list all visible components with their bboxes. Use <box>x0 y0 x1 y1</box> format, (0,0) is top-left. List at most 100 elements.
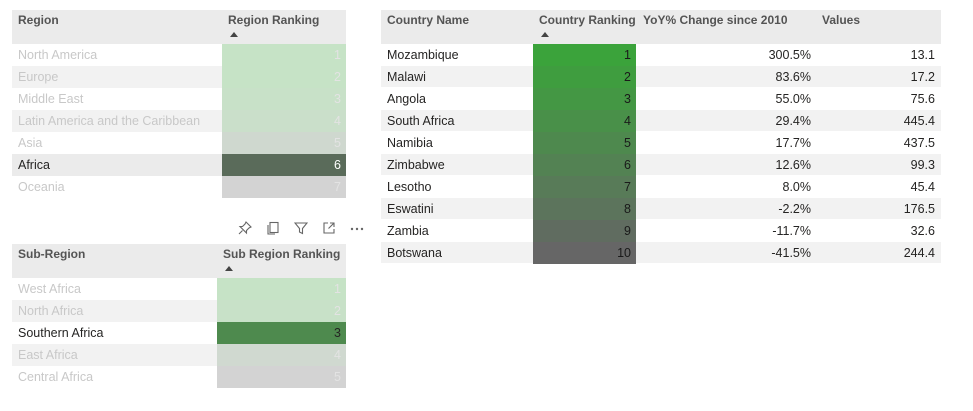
region-table: Region Region Ranking North America 1 Euro… <box>12 10 346 198</box>
table-row[interactable]: East Africa 4 <box>12 344 346 366</box>
table-row[interactable]: Mozambique 1 300.5% 13.1 <box>381 44 941 66</box>
region-rank-cell[interactable]: 6 <box>222 154 346 176</box>
subregion-name-cell[interactable]: Southern Africa <box>18 326 104 340</box>
value-cell: 176.5 <box>903 202 935 216</box>
table-row[interactable]: Oceania 7 <box>12 176 346 198</box>
country-name-cell: South Africa <box>387 114 455 128</box>
region-rank-cell[interactable]: 7 <box>222 176 346 198</box>
table-row[interactable]: North America 1 <box>12 44 346 66</box>
yoy-change-cell: 12.6% <box>775 158 811 172</box>
subregion-table-body: West Africa 1 North Africa 2 Southern Africa… <box>12 278 346 388</box>
country-name-cell: Namibia <box>387 136 433 150</box>
value-cell: 17.2 <box>910 70 935 84</box>
region-name-cell[interactable]: Europe <box>18 70 59 84</box>
more-options-icon[interactable] <box>348 219 366 237</box>
value-cell: 99.3 <box>910 158 935 172</box>
subregion-name-cell[interactable]: West Africa <box>18 282 81 296</box>
country-ranking-header-label: Country Ranking <box>539 13 636 27</box>
region-table-body: North America 1 Europe 2 Middle East 3 Latin A… <box>12 44 346 198</box>
subregion-rank-cell[interactable]: 3 <box>217 322 346 344</box>
table-row[interactable]: Central Africa 5 <box>12 366 346 388</box>
table-row[interactable]: Namibia 5 17.7% 437.5 <box>381 132 941 154</box>
country-name-cell: Zimbabwe <box>387 158 445 172</box>
region-name-cell[interactable]: Africa <box>18 158 50 172</box>
region-rank-cell[interactable]: 3 <box>222 88 346 110</box>
region-table-header: Region Region Ranking <box>12 10 346 44</box>
table-row[interactable]: Africa 6 <box>12 154 346 176</box>
country-name-cell: Lesotho <box>387 180 432 194</box>
region-ranking-header-label: Region Ranking <box>228 13 320 27</box>
yoy-change-cell: -41.5% <box>771 246 811 260</box>
table-row[interactable]: Malawi 2 83.6% 17.2 <box>381 66 941 88</box>
subregion-name-cell[interactable]: East Africa <box>18 348 78 362</box>
subregion-name-cell[interactable]: Central Africa <box>18 370 94 384</box>
value-cell: 45.4 <box>910 180 935 194</box>
region-rank-cell[interactable]: 2 <box>222 66 346 88</box>
country-table-body: Mozambique 1 300.5% 13.1 Malawi 2 83.6% 17.2 Ang… <box>381 44 941 264</box>
region-name-cell[interactable]: Oceania <box>18 180 65 194</box>
subregion-ranking-column-header[interactable]: Sub Region Ranking <box>223 244 340 278</box>
yoy-change-cell: 55.0% <box>775 92 811 106</box>
value-cell: 32.6 <box>910 224 935 238</box>
country-rank-cell: 6 <box>533 154 636 176</box>
country-name-cell: Mozambique <box>387 48 459 62</box>
country-name-cell: Zambia <box>387 224 429 238</box>
table-row[interactable]: Europe 2 <box>12 66 346 88</box>
values-column-header[interactable]: Values <box>822 13 861 27</box>
region-ranking-column-header[interactable]: Region Ranking <box>228 10 319 44</box>
value-cell: 437.5 <box>903 136 935 150</box>
region-column-header[interactable]: Region <box>18 13 59 27</box>
region-name-cell[interactable]: Asia <box>18 136 43 150</box>
subregion-rank-cell[interactable]: 4 <box>217 344 346 366</box>
region-name-cell[interactable]: Latin America and the Caribbean <box>18 114 201 128</box>
table-row[interactable]: Latin America and the Caribbean 4 <box>12 110 346 132</box>
yoy-change-cell: 300.5% <box>768 48 811 62</box>
filter-icon[interactable] <box>292 219 310 237</box>
subregion-column-header[interactable]: Sub-Region <box>18 247 86 261</box>
yoy-change-column-header[interactable]: YoY% Change since 2010 <box>643 13 788 27</box>
country-name-cell: Eswatini <box>387 202 434 216</box>
country-rank-cell: 4 <box>533 110 636 132</box>
table-row[interactable]: Southern Africa 3 <box>12 322 346 344</box>
country-name-cell: Botswana <box>387 246 442 260</box>
country-rank-cell: 10 <box>533 242 636 264</box>
table-row[interactable]: Botswana 10 -41.5% 244.4 <box>381 242 941 264</box>
region-rank-cell[interactable]: 4 <box>222 110 346 132</box>
table-row[interactable]: Asia 5 <box>12 132 346 154</box>
country-rank-cell: 2 <box>533 66 636 88</box>
pin-icon[interactable] <box>236 219 254 237</box>
region-rank-cell[interactable]: 5 <box>222 132 346 154</box>
yoy-change-cell: 29.4% <box>775 114 811 128</box>
focus-mode-icon[interactable] <box>320 219 338 237</box>
country-name-cell: Malawi <box>387 70 426 84</box>
copy-icon[interactable] <box>264 219 282 237</box>
region-name-cell[interactable]: North America <box>18 48 98 62</box>
subregion-rank-cell[interactable]: 1 <box>217 278 346 300</box>
table-row[interactable]: West Africa 1 <box>12 278 346 300</box>
country-rank-cell: 7 <box>533 176 636 198</box>
region-name-cell[interactable]: Middle East <box>18 92 84 106</box>
table-row[interactable]: Middle East 3 <box>12 88 346 110</box>
value-cell: 13.1 <box>910 48 935 62</box>
subregion-rank-cell[interactable]: 5 <box>217 366 346 388</box>
table-row[interactable]: Zimbabwe 6 12.6% 99.3 <box>381 154 941 176</box>
subregion-rank-cell[interactable]: 2 <box>217 300 346 322</box>
value-cell: 244.4 <box>903 246 935 260</box>
visual-header-toolbar <box>236 218 366 238</box>
table-row[interactable]: Lesotho 7 8.0% 45.4 <box>381 176 941 198</box>
country-rank-cell: 3 <box>533 88 636 110</box>
sort-ascending-icon <box>225 266 233 271</box>
country-name-column-header[interactable]: Country Name <box>387 13 470 27</box>
subregion-name-cell[interactable]: North Africa <box>18 304 84 318</box>
yoy-change-cell: 17.7% <box>775 136 811 150</box>
table-row[interactable]: Angola 3 55.0% 75.6 <box>381 88 941 110</box>
value-cell: 75.6 <box>910 92 935 106</box>
table-row[interactable]: Eswatini 8 -2.2% 176.5 <box>381 198 941 220</box>
table-row[interactable]: Zambia 9 -11.7% 32.6 <box>381 220 941 242</box>
region-rank-cell[interactable]: 1 <box>222 44 346 66</box>
sort-ascending-icon <box>541 32 549 37</box>
table-row[interactable]: South Africa 4 29.4% 445.4 <box>381 110 941 132</box>
country-ranking-column-header[interactable]: Country Ranking <box>539 10 636 44</box>
country-table-header: Country Name Country Ranking YoY% Change… <box>381 10 941 44</box>
table-row[interactable]: North Africa 2 <box>12 300 346 322</box>
